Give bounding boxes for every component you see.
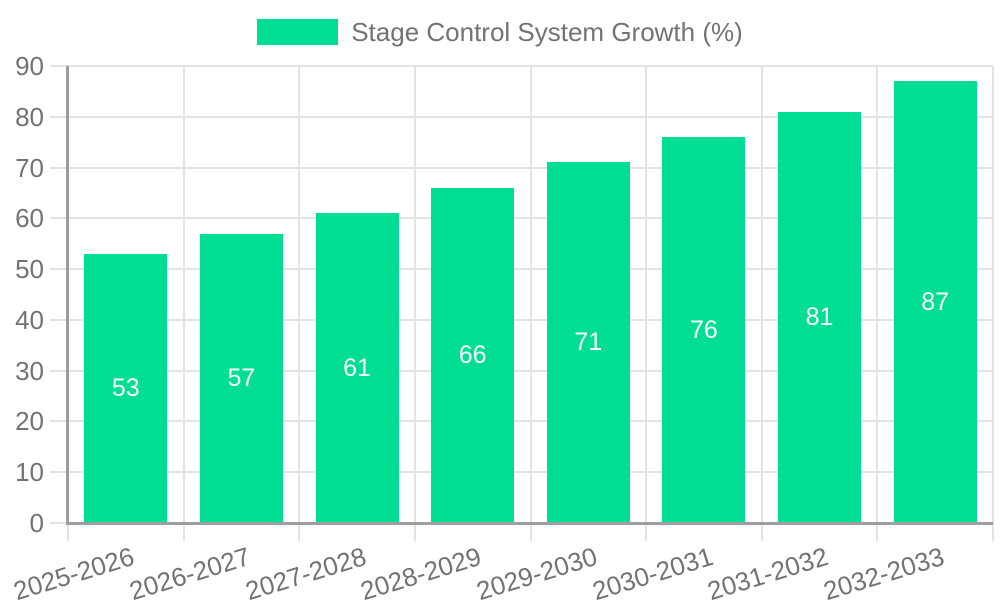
y-axis-tick-label: 20 (15, 406, 44, 437)
legend-item[interactable]: Stage Control System Growth (%) (257, 19, 743, 45)
legend-swatch (257, 19, 339, 45)
y-axis-tick-label: 10 (15, 457, 44, 488)
gridline-horizontal (50, 471, 993, 474)
x-axis-tick-label: 2026-2027 (125, 541, 254, 600)
gridline-horizontal (50, 166, 993, 169)
gridline-horizontal (50, 115, 993, 118)
gridline-horizontal (50, 420, 993, 423)
y-axis-tick-label: 0 (29, 508, 44, 538)
bar[interactable]: 81 (778, 111, 862, 523)
x-axis-tick-label: 2032-2033 (819, 541, 948, 600)
bar-value-label: 61 (343, 353, 371, 382)
legend: Stage Control System Growth (%) (0, 19, 1000, 45)
y-axis-tick-label: 30 (15, 355, 44, 386)
x-axis-line (66, 522, 993, 525)
bar[interactable]: 71 (546, 162, 630, 523)
gridline-vertical (992, 66, 994, 541)
gridline-horizontal (50, 65, 993, 67)
bar-value-label: 87 (921, 287, 950, 316)
gridline-horizontal (50, 217, 993, 220)
x-axis-tick-label: 2031-2032 (704, 541, 832, 600)
bar-value-label: 76 (690, 315, 718, 344)
bar-value-label: 81 (805, 302, 834, 331)
legend-label: Stage Control System Growth (%) (351, 17, 743, 47)
bar[interactable]: 87 (893, 81, 977, 523)
x-axis-tick-label: 2027-2028 (241, 541, 370, 600)
gridline-vertical (529, 66, 532, 541)
x-axis-tick-label: 2028-2029 (357, 541, 485, 600)
gridline-vertical (760, 66, 763, 541)
bar-value-label: 66 (458, 340, 487, 369)
y-axis-tick-label: 50 (15, 254, 44, 285)
gridline-vertical (645, 66, 648, 541)
gridline-vertical (876, 66, 879, 541)
bar[interactable]: 66 (431, 187, 515, 523)
x-axis-tick-label: 2029-2030 (472, 541, 601, 600)
y-axis-tick-label: 90 (15, 51, 44, 81)
y-axis-line (66, 66, 69, 524)
bar-value-label: 71 (574, 328, 603, 357)
bar[interactable]: 76 (662, 137, 746, 523)
bar[interactable]: 53 (84, 253, 168, 523)
bar[interactable]: 61 (315, 213, 399, 523)
y-axis-tick-label: 80 (15, 101, 44, 132)
x-axis-tick-label: 2030-2031 (588, 541, 717, 600)
gridline-vertical (182, 66, 185, 541)
bar-value-label: 57 (227, 363, 256, 392)
gridline-vertical (413, 66, 416, 541)
gridline-vertical (298, 66, 301, 541)
gridline-horizontal (50, 369, 993, 372)
x-axis-tick-label: 2025-2026 (10, 541, 138, 600)
y-axis-tick-label: 40 (15, 304, 44, 335)
gridline-horizontal (50, 268, 993, 271)
y-axis-tick-label: 60 (15, 203, 44, 234)
bar[interactable]: 57 (199, 233, 283, 523)
y-axis-tick-label: 70 (15, 152, 44, 183)
gridline-horizontal (50, 318, 993, 321)
bar-value-label: 53 (111, 373, 140, 402)
